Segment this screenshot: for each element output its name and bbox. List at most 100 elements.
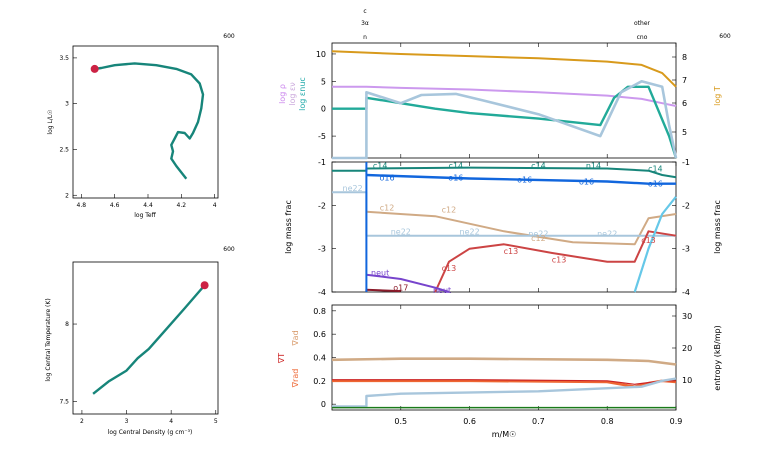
panel2-rtick-label: -4 bbox=[682, 288, 690, 297]
panel2-series-label: o16 bbox=[517, 175, 532, 184]
rhot-model-number: 600 bbox=[223, 246, 235, 253]
rhot-xtick-label: 3 bbox=[125, 418, 129, 425]
hr-xtick-label: 4.6 bbox=[110, 202, 120, 209]
epsnu-curve bbox=[332, 80, 678, 160]
rhot-current-point bbox=[200, 281, 209, 290]
neut-curve bbox=[366, 273, 450, 293]
hr-current-point bbox=[90, 64, 99, 73]
panel3-label-nabla-T: ∇T bbox=[277, 353, 286, 364]
panel2-series-label: o16 bbox=[648, 180, 663, 189]
hr-ytick-label: 3.5 bbox=[59, 55, 69, 62]
panel2-series-label: neut bbox=[371, 269, 389, 278]
panel3-rtick-label: 10 bbox=[682, 376, 692, 385]
rhot-xlabel: log Central Density (g cm⁻³) bbox=[108, 429, 193, 436]
panel2-series-label: o16 bbox=[579, 178, 594, 187]
hr-ylabel: log L/L☉ bbox=[47, 109, 54, 134]
rhot-ylabel: log Central Temperature (K) bbox=[45, 298, 52, 381]
panel2-series-label: ne22 bbox=[597, 230, 617, 239]
panel3-rtick-label: 30 bbox=[682, 312, 692, 321]
panel2-ylabel-left: log mass frac bbox=[284, 200, 293, 254]
entropy-curve bbox=[332, 377, 677, 408]
nabla-rad-curve bbox=[332, 379, 677, 389]
panel1-rtick-label: 7 bbox=[682, 76, 687, 85]
rhot-ytick-label: 7.5 bbox=[59, 399, 69, 406]
panel2-series-label: c12 bbox=[380, 204, 395, 213]
panel2-series-label: n14 bbox=[586, 161, 601, 170]
rhot-xtick-label: 2 bbox=[80, 418, 84, 425]
panel1-label-epsnu: log εν bbox=[288, 82, 297, 106]
panel2-ylabel-right: log mass frac bbox=[713, 200, 722, 254]
panel2-series-label: ne22 bbox=[343, 184, 363, 193]
panel2-series-label: c13 bbox=[641, 236, 656, 245]
panel1-frame bbox=[331, 42, 677, 159]
hr-xtick-label: 4.8 bbox=[77, 202, 87, 209]
panel3-label-nabla-ad: ∇ad bbox=[291, 330, 300, 346]
panel2-rtick-label: -3 bbox=[682, 245, 690, 254]
panel2-series-label: ne22 bbox=[528, 230, 548, 239]
panel2-series-label: c14 bbox=[531, 161, 546, 170]
panel3-ytick-label: 0.2 bbox=[313, 377, 326, 386]
o18-curve bbox=[633, 196, 677, 293]
panel3-label-entropy: entropy (kB/mp) bbox=[713, 325, 722, 390]
panel2-series-label: c12 bbox=[442, 206, 457, 215]
panel1-label-logT: log T bbox=[713, 86, 722, 106]
annot-c: c bbox=[363, 8, 366, 15]
rhot-track bbox=[92, 284, 206, 395]
panel2-series-label: c13 bbox=[552, 256, 567, 265]
annot-other: other bbox=[634, 20, 651, 27]
panel2-ytick-label: -2 bbox=[318, 201, 326, 210]
rhot-xtick-label: 4 bbox=[169, 418, 173, 425]
profile-xtick-label: 0.6 bbox=[463, 417, 476, 426]
hr-track bbox=[94, 62, 205, 180]
hr-model-number: 600 bbox=[223, 33, 235, 40]
rhot-ytick-label: 8 bbox=[65, 321, 69, 328]
panel2-series-label: o17 bbox=[393, 284, 408, 293]
profile-xtick-label: 0.5 bbox=[394, 417, 407, 426]
panel3-rtick-label: 20 bbox=[682, 344, 692, 353]
panel1-rtick-label: 5 bbox=[682, 128, 687, 137]
c13-curve bbox=[434, 230, 677, 293]
panel2-series-label: ne22 bbox=[391, 227, 411, 236]
c12-curve bbox=[366, 210, 677, 246]
hr-ytick-label: 2 bbox=[65, 192, 69, 199]
panel1-rtick-label: 6 bbox=[682, 99, 687, 108]
panel2-ytick-label: -3 bbox=[318, 245, 326, 254]
panel2-frame bbox=[331, 161, 677, 293]
rhot-frame bbox=[72, 261, 219, 415]
panel3-ytick-label: 0 bbox=[321, 400, 326, 409]
panel3-ytick-label: 0.6 bbox=[313, 330, 326, 339]
rhot-xtick-label: 5 bbox=[214, 418, 218, 425]
profile-xtick-label: 0.7 bbox=[532, 417, 545, 426]
logT-curve bbox=[331, 50, 677, 88]
ne22-curve bbox=[332, 191, 676, 237]
panel2-series-label: c14 bbox=[449, 161, 464, 170]
panel2-series-label: c13 bbox=[504, 247, 519, 256]
hr-xlabel: log Teff bbox=[134, 212, 156, 219]
panel1-ytick-label: 0 bbox=[321, 105, 326, 114]
panel2-series-label: c13 bbox=[442, 264, 457, 273]
hr-frame bbox=[72, 45, 219, 199]
panel2-series-label: c12 bbox=[531, 234, 546, 243]
profile-xtick-label: 0.8 bbox=[601, 417, 614, 426]
hr-xtick-label: 4.4 bbox=[143, 202, 153, 209]
profile-xtick-label: 0.9 bbox=[670, 417, 683, 426]
panel1-rtick-label: 8 bbox=[682, 53, 687, 62]
panel1-label-epsnuc: log εnuc bbox=[298, 77, 307, 111]
annot-cno: cno bbox=[637, 34, 648, 41]
panel3-ytick-label: 0.8 bbox=[313, 307, 326, 316]
panel3-ytick-label: 0.4 bbox=[313, 354, 326, 363]
hr-xtick-label: 4 bbox=[213, 202, 217, 209]
o16-curve bbox=[366, 173, 676, 185]
panel3-label-nabla-rad: ∇rad bbox=[291, 369, 300, 389]
panel1-label-rho: log ρ bbox=[278, 84, 287, 104]
annot-n: n bbox=[363, 34, 367, 41]
panel2-series-label: o16 bbox=[448, 174, 463, 183]
panel1-ytick-label: 10 bbox=[316, 50, 326, 59]
hr-ytick-label: 3 bbox=[65, 101, 69, 108]
panel2-series-label: ne22 bbox=[460, 227, 480, 236]
nabla-ad-curve bbox=[331, 357, 677, 366]
hr-xtick-label: 4.2 bbox=[177, 202, 187, 209]
panel2-series-label: o16 bbox=[380, 174, 395, 183]
profile-model-number: 600 bbox=[719, 33, 731, 40]
